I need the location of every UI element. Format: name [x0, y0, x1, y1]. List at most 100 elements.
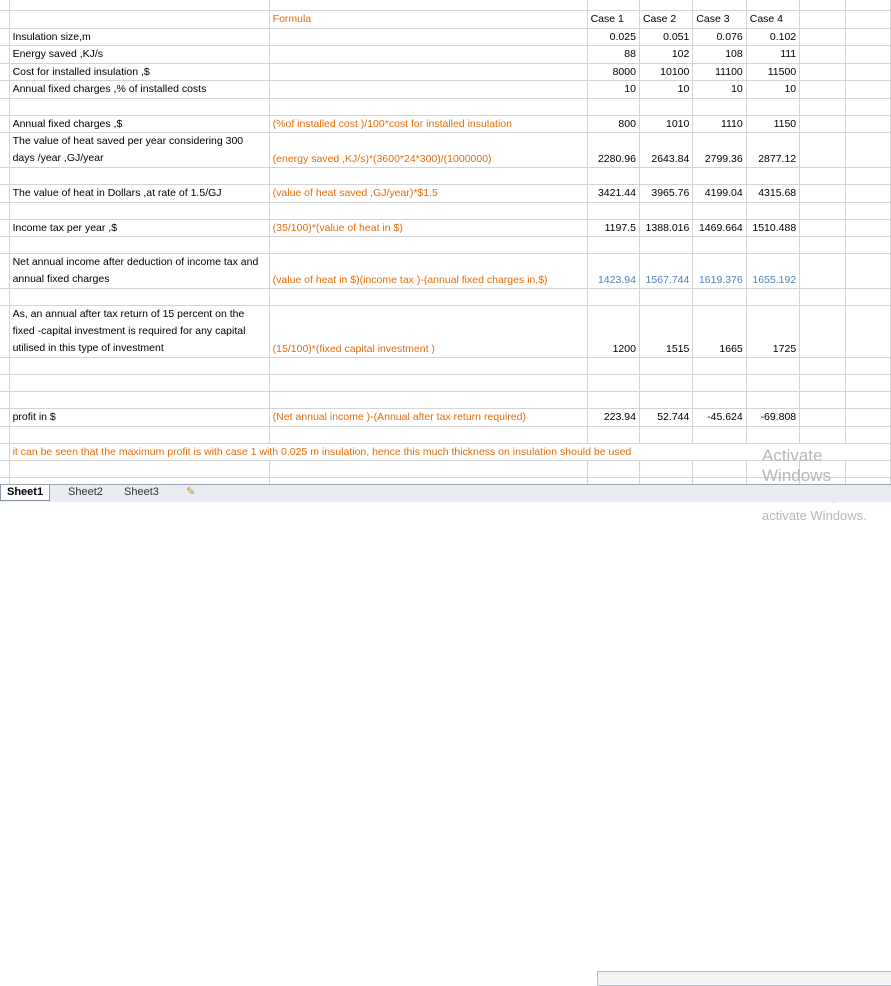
value-cell[interactable] — [746, 391, 801, 409]
value-cell[interactable]: 800 — [587, 115, 640, 133]
empty-cell[interactable] — [799, 219, 846, 237]
empty-cell[interactable] — [845, 357, 891, 375]
case-header[interactable]: Case 3 — [692, 10, 747, 29]
empty-cell[interactable] — [845, 167, 891, 185]
value-cell[interactable] — [746, 202, 801, 220]
empty-cell[interactable] — [799, 253, 846, 289]
value-cell[interactable]: 52.744 — [639, 408, 694, 427]
value-cell[interactable]: 4315.68 — [746, 184, 801, 203]
value-cell[interactable]: 0.076 — [692, 28, 747, 46]
formula-cell[interactable] — [269, 391, 588, 409]
value-cell[interactable]: 3421.44 — [587, 184, 640, 203]
empty-cell[interactable] — [799, 45, 846, 64]
value-cell[interactable]: 1515 — [639, 305, 694, 358]
value-cell[interactable] — [639, 236, 694, 254]
value-cell[interactable]: 11100 — [692, 63, 747, 81]
empty-cell[interactable] — [845, 374, 891, 392]
value-cell[interactable]: 0.051 — [639, 28, 694, 46]
value-cell[interactable] — [639, 460, 694, 478]
row-header[interactable] — [0, 202, 10, 220]
value-cell[interactable] — [692, 357, 747, 375]
empty-cell[interactable] — [845, 408, 891, 427]
value-cell[interactable]: 223.94 — [587, 408, 640, 427]
tab-sheet1[interactable]: Sheet1 — [0, 485, 51, 501]
formula-cell[interactable]: (%of installed cost )/100*cost for insta… — [269, 115, 588, 133]
value-cell[interactable] — [587, 0, 640, 11]
value-cell[interactable]: 2643.84 — [639, 132, 694, 168]
row-header[interactable] — [0, 219, 10, 237]
formula-cell[interactable] — [269, 98, 588, 116]
empty-cell[interactable] — [845, 115, 891, 133]
label-cell[interactable] — [9, 460, 270, 478]
row-header[interactable] — [0, 357, 10, 375]
empty-cell[interactable] — [799, 63, 846, 81]
conclusion-cell[interactable]: it can be seen that the maximum profit i… — [9, 443, 891, 461]
cell-table[interactable]: Formula Case 1 Case 2 Case 3 Case 4 Insulatio… — [0, 0, 891, 484]
empty-cell[interactable] — [799, 460, 846, 478]
value-cell[interactable]: 1197.5 — [587, 219, 640, 237]
value-cell[interactable] — [639, 391, 694, 409]
value-cell[interactable] — [692, 0, 747, 11]
label-cell[interactable]: Annual fixed charges ,$ — [9, 115, 270, 133]
value-cell[interactable]: 1200 — [587, 305, 640, 358]
label-cell[interactable] — [9, 426, 270, 444]
empty-cell[interactable] — [845, 45, 891, 64]
value-cell[interactable]: 111 — [746, 45, 801, 64]
value-cell[interactable] — [746, 0, 801, 11]
row-header[interactable] — [0, 28, 10, 46]
value-cell[interactable]: 10 — [692, 80, 747, 99]
row-header[interactable] — [0, 80, 10, 99]
value-cell[interactable] — [587, 167, 640, 185]
value-cell[interactable]: 3965.76 — [639, 184, 694, 203]
value-cell[interactable] — [692, 374, 747, 392]
empty-cell[interactable] — [799, 28, 846, 46]
empty-cell[interactable] — [845, 202, 891, 220]
formula-cell[interactable] — [269, 28, 588, 46]
row-header[interactable] — [0, 288, 10, 306]
value-cell[interactable] — [587, 357, 640, 375]
formula-cell[interactable]: (value of heat in $)(income tax )-(annua… — [269, 253, 588, 289]
row-header[interactable] — [0, 460, 10, 478]
value-cell[interactable]: 108 — [692, 45, 747, 64]
value-cell[interactable]: 0.102 — [746, 28, 801, 46]
value-cell[interactable]: 1469.664 — [692, 219, 747, 237]
value-cell[interactable]: 1567.744 — [639, 253, 694, 289]
value-cell[interactable]: 10100 — [639, 63, 694, 81]
tab-sheet3[interactable]: Sheet3 — [124, 486, 159, 498]
value-cell[interactable] — [746, 98, 801, 116]
label-cell[interactable] — [9, 236, 270, 254]
row-header[interactable] — [0, 0, 10, 11]
row-header[interactable] — [0, 305, 10, 358]
formula-cell[interactable] — [269, 80, 588, 99]
case-header[interactable]: Case 4 — [746, 10, 801, 29]
label-cell[interactable]: Net annual income after deduction of inc… — [9, 253, 270, 289]
formula-cell[interactable] — [269, 0, 588, 11]
label-cell[interactable] — [9, 202, 270, 220]
spreadsheet-grid[interactable]: Formula Case 1 Case 2 Case 3 Case 4 Insulatio… — [0, 0, 891, 484]
value-cell[interactable] — [692, 391, 747, 409]
empty-cell[interactable] — [799, 0, 846, 11]
value-cell[interactable]: 1725 — [746, 305, 801, 358]
value-cell[interactable] — [746, 426, 801, 444]
empty-cell[interactable] — [799, 80, 846, 99]
value-cell[interactable]: 1619.376 — [692, 253, 747, 289]
value-cell[interactable] — [587, 202, 640, 220]
formula-cell[interactable] — [269, 357, 588, 375]
empty-cell[interactable] — [799, 167, 846, 185]
value-cell[interactable]: 10 — [639, 80, 694, 99]
value-cell[interactable]: 1110 — [692, 115, 747, 133]
empty-cell[interactable] — [845, 80, 891, 99]
empty-cell[interactable] — [845, 0, 891, 11]
empty-cell[interactable] — [845, 460, 891, 478]
empty-cell[interactable] — [845, 28, 891, 46]
row-header[interactable] — [0, 477, 10, 484]
formula-cell[interactable] — [269, 288, 588, 306]
row-header[interactable] — [0, 236, 10, 254]
empty-cell[interactable] — [799, 391, 846, 409]
label-cell[interactable] — [9, 374, 270, 392]
value-cell[interactable]: 1665 — [692, 305, 747, 358]
formula-cell[interactable]: (Net annual income )-(Annual after tax r… — [269, 408, 588, 427]
formula-cell[interactable] — [269, 202, 588, 220]
value-cell[interactable] — [746, 460, 801, 478]
empty-cell[interactable] — [799, 236, 846, 254]
